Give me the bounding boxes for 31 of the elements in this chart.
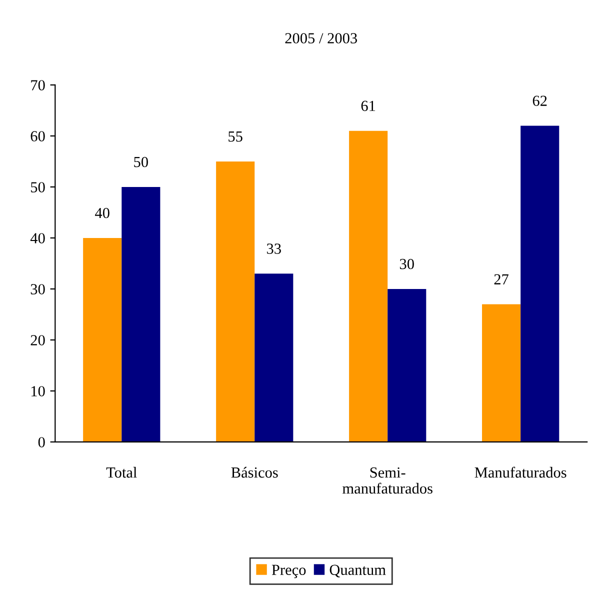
data-label: 33 — [266, 244, 281, 254]
legend-label: Preço — [272, 564, 306, 578]
y-tick-label: 70 — [31, 80, 45, 90]
chart-title: 2005 / 2003 — [285, 33, 358, 44]
data-label: 62 — [532, 96, 547, 106]
x-tick-label: Total — [106, 466, 137, 478]
data-label: 27 — [494, 274, 508, 284]
y-tick-label: 40 — [30, 233, 45, 244]
y-tick-label: 10 — [31, 386, 45, 396]
data-label: 50 — [134, 156, 148, 168]
x-tick-label: Manufaturados — [474, 466, 566, 478]
bar — [254, 274, 294, 442]
bar — [520, 126, 560, 442]
y-tick-label: 30 — [30, 284, 45, 294]
y-tick-label: 60 — [30, 131, 45, 142]
data-label: 40 — [95, 208, 110, 218]
data-label: 30 — [400, 258, 414, 270]
legend-label: Quantum — [330, 564, 386, 578]
bar — [388, 288, 426, 442]
y-tick-label: 20 — [30, 335, 45, 346]
data-label: 55 — [228, 132, 242, 142]
data-label: 61 — [361, 100, 376, 112]
bar — [482, 304, 521, 442]
x-tick-label: Básicos — [231, 466, 278, 478]
bar — [122, 186, 160, 442]
x-tick-label: Semi- manufaturados — [342, 467, 432, 494]
bar — [83, 238, 122, 442]
y-tick-label: 50 — [31, 182, 45, 192]
bar — [349, 130, 388, 442]
bar — [216, 161, 255, 442]
y-tick-label: 0 — [38, 437, 45, 448]
